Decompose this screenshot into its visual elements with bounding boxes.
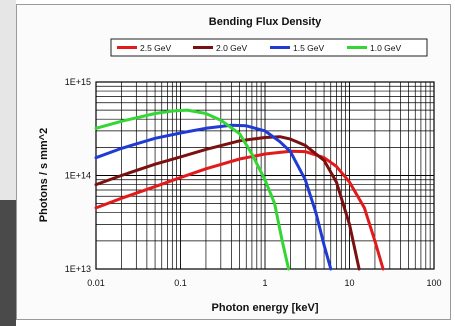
grid	[95, 82, 434, 270]
legend-box	[110, 38, 428, 57]
x-axis-label: Photon energy [keV]	[212, 302, 319, 314]
legend-label: 1.5 GeV	[293, 43, 325, 53]
legend-label: 2.0 GeV	[216, 43, 248, 53]
legend: 2.5 GeV 2.0 GeV 1.5 GeV 1.0 GeV	[110, 38, 428, 57]
x-tick-label: 0.1	[174, 278, 187, 288]
x-tick-label: 0.01	[87, 278, 105, 288]
legend-label: 1.0 GeV	[370, 43, 402, 53]
y-tick-label: 1E+14	[65, 171, 91, 181]
x-tick-label: 1	[262, 278, 267, 288]
y-tick-label: 1E+15	[65, 77, 91, 87]
series-line	[94, 123, 333, 271]
series-lines	[94, 108, 385, 271]
y-axis-label: Photons / s mm^2	[38, 128, 50, 222]
left-edge-strip	[0, 0, 16, 326]
axes: 0.01 0.1 1 10 100 1E+13 1E+14 1E+15	[65, 77, 442, 288]
series-line	[94, 108, 291, 271]
left-edge-dark-band	[0, 200, 16, 326]
chart-title: Bending Flux Density	[209, 16, 322, 28]
y-tick-label: 1E+13	[65, 264, 91, 274]
legend-label: 2.5 GeV	[140, 43, 172, 53]
x-tick-label: 100	[426, 278, 441, 288]
plot-border	[95, 81, 435, 270]
x-tick-label: 10	[344, 278, 354, 288]
